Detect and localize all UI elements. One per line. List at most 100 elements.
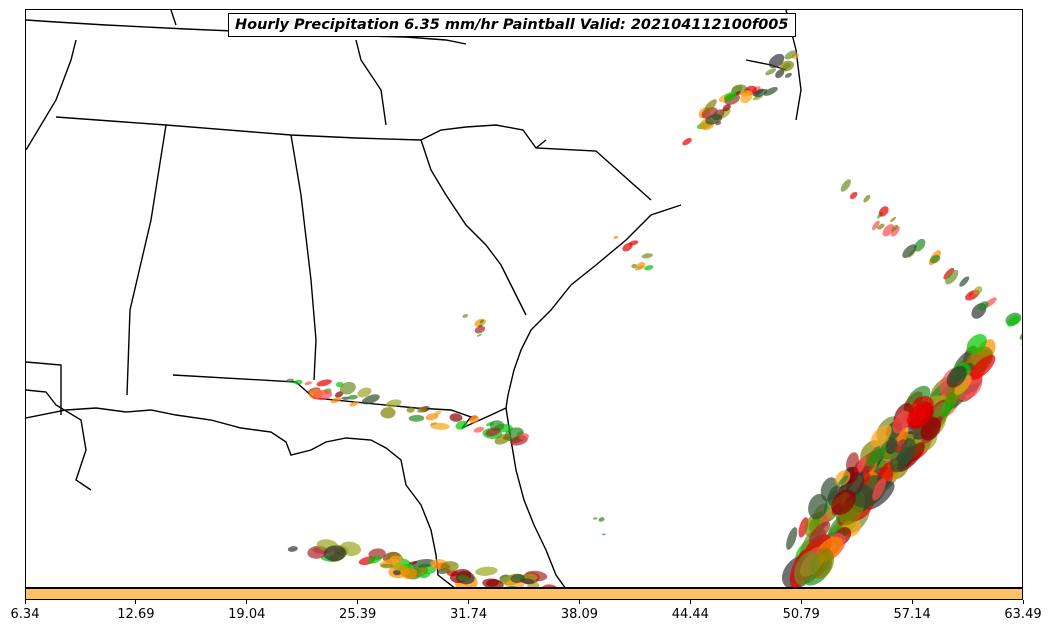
colorbar-tick-mark	[800, 600, 802, 604]
precip-blob	[1007, 315, 1020, 327]
colorbar-tick-mark	[578, 600, 580, 604]
precip-blob	[593, 517, 598, 520]
precip-blob	[786, 527, 798, 550]
precip-blob	[287, 546, 298, 552]
precip-blob	[722, 103, 731, 112]
precip-blob	[740, 91, 753, 104]
precip-blob	[973, 286, 983, 295]
precip-blob	[293, 379, 303, 385]
precipitation-paintball-layer	[285, 50, 1022, 587]
precip-blob	[380, 407, 396, 419]
colorbar-tick-label: 63.49	[1004, 607, 1042, 622]
precip-blob	[475, 566, 498, 576]
colorbar-tick-label: 31.74	[449, 607, 488, 622]
precip-blob	[978, 301, 989, 311]
precip-blob	[519, 433, 530, 441]
precip-blob	[863, 194, 871, 203]
colorbar-tick-label: 57.14	[893, 607, 931, 622]
colorbar	[25, 588, 1023, 600]
precip-blob	[768, 53, 785, 69]
precip-blob	[411, 559, 436, 568]
precip-blob	[457, 574, 469, 582]
colorbar-tick-label: 25.39	[339, 607, 377, 622]
colorbar-tick-label: 6.34	[10, 607, 40, 622]
precip-blob	[959, 276, 970, 287]
precip-blob	[469, 415, 480, 424]
precip-blob	[798, 517, 809, 538]
colorbar-tick-mark	[1022, 600, 1024, 604]
colorbar-tick-label: 12.69	[117, 607, 155, 622]
precip-blob	[906, 404, 927, 426]
precip-blob	[641, 253, 653, 259]
precip-blob	[946, 365, 967, 388]
precip-blob	[966, 334, 987, 354]
precip-blob	[868, 446, 887, 466]
precip-blob	[304, 381, 312, 386]
colorbar-tick-mark	[24, 600, 26, 604]
precip-blob	[473, 426, 485, 433]
precip-blob	[849, 191, 858, 200]
colorbar-tick-label: 44.44	[671, 607, 709, 622]
precip-blob	[425, 413, 439, 421]
colorbar-tick-mark	[911, 600, 913, 604]
precip-blob	[392, 570, 401, 576]
colorbar-tick-label: 50.79	[782, 607, 820, 622]
precip-blob	[902, 244, 917, 259]
precip-blob	[754, 88, 768, 98]
precip-blob	[340, 381, 356, 395]
precip-blob	[954, 375, 972, 396]
precip-blob	[613, 235, 619, 239]
precip-blob	[878, 206, 889, 217]
precip-blob	[945, 269, 959, 285]
precip-blob	[380, 563, 394, 569]
precip-blob	[808, 521, 831, 544]
precip-blob	[682, 137, 692, 146]
state-boundaries	[26, 10, 802, 587]
precip-blob	[808, 493, 828, 520]
precip-blob	[705, 113, 723, 125]
precip-blob	[474, 325, 486, 334]
precip-blob	[636, 262, 646, 270]
precip-blob	[406, 407, 415, 413]
precip-blob	[385, 399, 402, 408]
precip-blob	[1019, 328, 1022, 340]
precip-blob	[601, 533, 606, 536]
precip-blob	[455, 420, 468, 430]
colorbar-tick-label: 19.04	[228, 607, 266, 622]
precip-blob	[840, 179, 851, 192]
precip-blob	[890, 217, 897, 223]
precip-blob	[838, 475, 849, 486]
precip-blob	[969, 354, 996, 380]
precip-blob	[408, 561, 418, 565]
precip-blob	[784, 50, 797, 60]
precip-blob	[510, 573, 526, 583]
precip-blob	[784, 72, 792, 78]
precip-blob	[930, 254, 941, 264]
precip-blob	[357, 387, 372, 398]
precip-blob	[316, 379, 332, 387]
map-title: Hourly Precipitation 6.35 mm/hr Paintbal…	[228, 13, 796, 37]
precip-blob	[763, 87, 778, 96]
precip-blob	[891, 226, 900, 237]
precip-blob	[765, 68, 777, 76]
precip-blob	[416, 406, 427, 413]
precip-blob	[334, 391, 344, 398]
precip-blob	[943, 267, 955, 280]
precip-blob	[872, 478, 886, 501]
map-panel	[25, 9, 1023, 588]
precip-blob	[440, 561, 459, 573]
colorbar-tick-mark	[246, 600, 248, 604]
colorbar-tick-mark	[135, 600, 137, 604]
precip-blob	[330, 397, 342, 404]
precip-blob	[820, 477, 839, 502]
precip-blob	[782, 63, 791, 70]
precip-blob	[877, 223, 885, 230]
precip-blob	[775, 69, 785, 79]
precip-blob	[367, 555, 382, 564]
precip-blob	[347, 394, 358, 400]
precip-blob	[462, 314, 469, 318]
precip-blob	[527, 581, 540, 587]
precip-blob	[870, 424, 892, 447]
precip-blob	[479, 319, 484, 324]
colorbar-tick-mark	[689, 600, 691, 604]
